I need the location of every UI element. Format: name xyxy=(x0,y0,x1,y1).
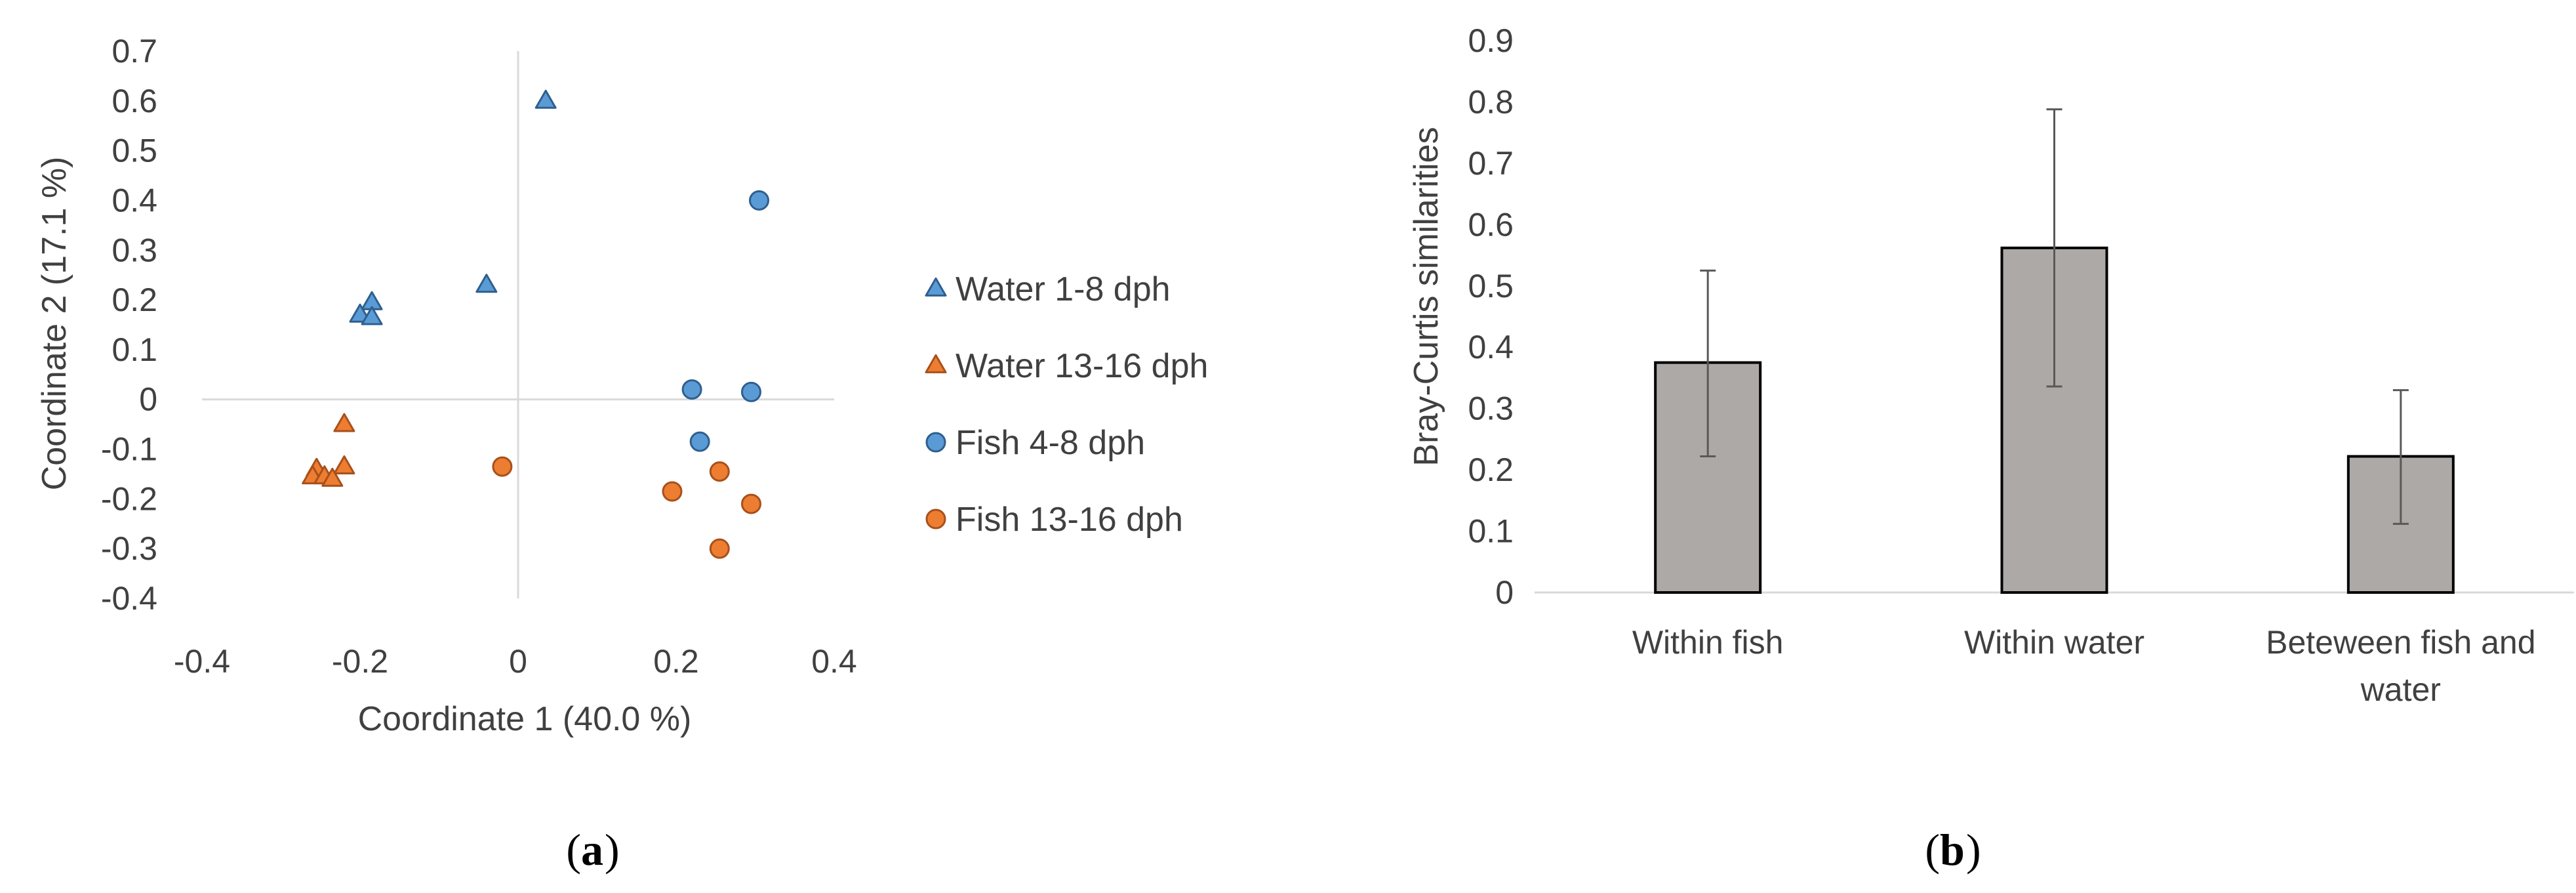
legend-label: Water 1-8 dph xyxy=(956,270,1171,308)
scatter-point xyxy=(492,456,513,477)
scatter-point xyxy=(333,413,355,432)
bar-chart: 0.9 0.8 0.7 0.6 0.5 0.4 0.3 0.2 0.1 0 Within fish… xyxy=(1407,22,2574,708)
legend-marker xyxy=(925,354,947,373)
scatter-point xyxy=(681,379,702,400)
legend-marker xyxy=(925,509,946,530)
scatter-y-tick-label: -0.2 xyxy=(101,480,157,517)
scatter-chart: 0.7 0.6 0.5 0.4 0.3 0.2 0.1 0 -0.1 -0.2 -0.3 -0.4 -… xyxy=(35,33,1208,738)
legend-label: Water 13-16 dph xyxy=(956,347,1208,385)
scatter-x-tick-label: 0.2 xyxy=(653,643,699,680)
svg-text:a: a xyxy=(581,825,603,875)
bar-y-tick-label: 0.7 xyxy=(1468,145,1514,182)
scatter-x-axis-label: Coordinate 1 (40.0 %) xyxy=(358,700,692,738)
scatter-y-tick-label: 0 xyxy=(139,381,157,418)
legend-label: Fish 13-16 dph xyxy=(956,501,1183,539)
bar-y-tick-label: 0.4 xyxy=(1468,329,1514,365)
bar-y-ticks: 0.9 0.8 0.7 0.6 0.5 0.4 0.3 0.2 0.1 0 xyxy=(1468,22,1514,611)
scatter-x-tick-label: 0 xyxy=(509,643,527,680)
scatter-point xyxy=(740,381,761,402)
scatter-point xyxy=(689,431,710,452)
legend-marker xyxy=(925,432,946,453)
scatter-point xyxy=(662,481,683,502)
scatter-y-ticks: 0.7 0.6 0.5 0.4 0.3 0.2 0.1 0 -0.1 -0.2 -0.3 -0.4 xyxy=(101,33,157,617)
scatter-y-tick-label: 0.6 xyxy=(111,83,157,119)
scatter-point xyxy=(333,455,355,474)
svg-text:(: ( xyxy=(566,825,581,875)
scatter-point xyxy=(740,493,761,514)
scatter-point xyxy=(749,190,770,211)
bar-error-bars xyxy=(1700,108,2409,525)
bar-y-tick-label: 0.9 xyxy=(1468,22,1514,59)
scatter-y-tick-label: -0.1 xyxy=(101,431,157,468)
scatter-y-tick-label: 0.2 xyxy=(111,281,157,318)
scatter-y-tick-label: 0.4 xyxy=(111,182,157,218)
scatter-point xyxy=(709,538,730,559)
bar-category-label: Within water xyxy=(1964,624,2144,661)
bar-y-tick-label: 0.8 xyxy=(1468,83,1514,120)
scatter-y-tick-label: -0.3 xyxy=(101,530,157,567)
bar-y-tick-label: 0.2 xyxy=(1468,451,1514,488)
bar-y-axis-label: Bray-Curtis similarities xyxy=(1407,127,1445,466)
scatter-x-tick-label: 0.4 xyxy=(811,643,857,680)
scatter-x-tick-label: -0.4 xyxy=(174,643,230,680)
bar-category-labels: Within fish Within water Beteween fish and… xyxy=(1632,624,2536,708)
scatter-legend: Water 1-8 dph Water 13-16 dph Fish 4-8 dph… xyxy=(925,270,1208,539)
bar-y-tick-label: 0.5 xyxy=(1468,268,1514,304)
bar-y-tick-label: 0.1 xyxy=(1468,513,1514,550)
scatter-x-tick-label: -0.2 xyxy=(332,643,388,680)
scatter-y-tick-label: -0.4 xyxy=(101,580,157,617)
svg-text:b: b xyxy=(1940,825,1965,875)
legend-label: Fish 4-8 dph xyxy=(956,424,1145,462)
scatter-x-ticks: -0.4 -0.2 0 0.2 0.4 xyxy=(174,643,857,680)
scatter-point xyxy=(321,467,344,487)
panel-label-a: ( a ) xyxy=(566,825,619,875)
scatter-point xyxy=(534,89,557,109)
scatter-y-tick-label: 0.3 xyxy=(111,232,157,268)
scatter-point xyxy=(361,306,383,325)
scatter-y-tick-label: 0.7 xyxy=(111,33,157,70)
scatter-point xyxy=(475,274,498,293)
bar-y-tick-label: 0.3 xyxy=(1468,390,1514,427)
scatter-points xyxy=(302,89,770,559)
svg-text:): ) xyxy=(605,825,620,875)
bar-category-label: water xyxy=(2360,671,2441,708)
scatter-point xyxy=(709,461,730,482)
legend-marker xyxy=(925,277,947,297)
scatter-y-axis-label: Coordinate 2 (17.1 %) xyxy=(35,157,73,491)
scatter-y-tick-label: 0.5 xyxy=(111,133,157,169)
svg-text:): ) xyxy=(1966,825,1981,875)
bar-category-label: Beteween fish and xyxy=(2266,624,2535,661)
panel-label-b: ( b ) xyxy=(1925,825,1981,875)
bar-category-label: Within fish xyxy=(1632,624,1784,661)
scatter-y-tick-label: 0.1 xyxy=(111,331,157,368)
bar-y-tick-label: 0.6 xyxy=(1468,206,1514,243)
bar-y-tick-label: 0 xyxy=(1495,574,1514,611)
svg-text:(: ( xyxy=(1925,825,1940,875)
